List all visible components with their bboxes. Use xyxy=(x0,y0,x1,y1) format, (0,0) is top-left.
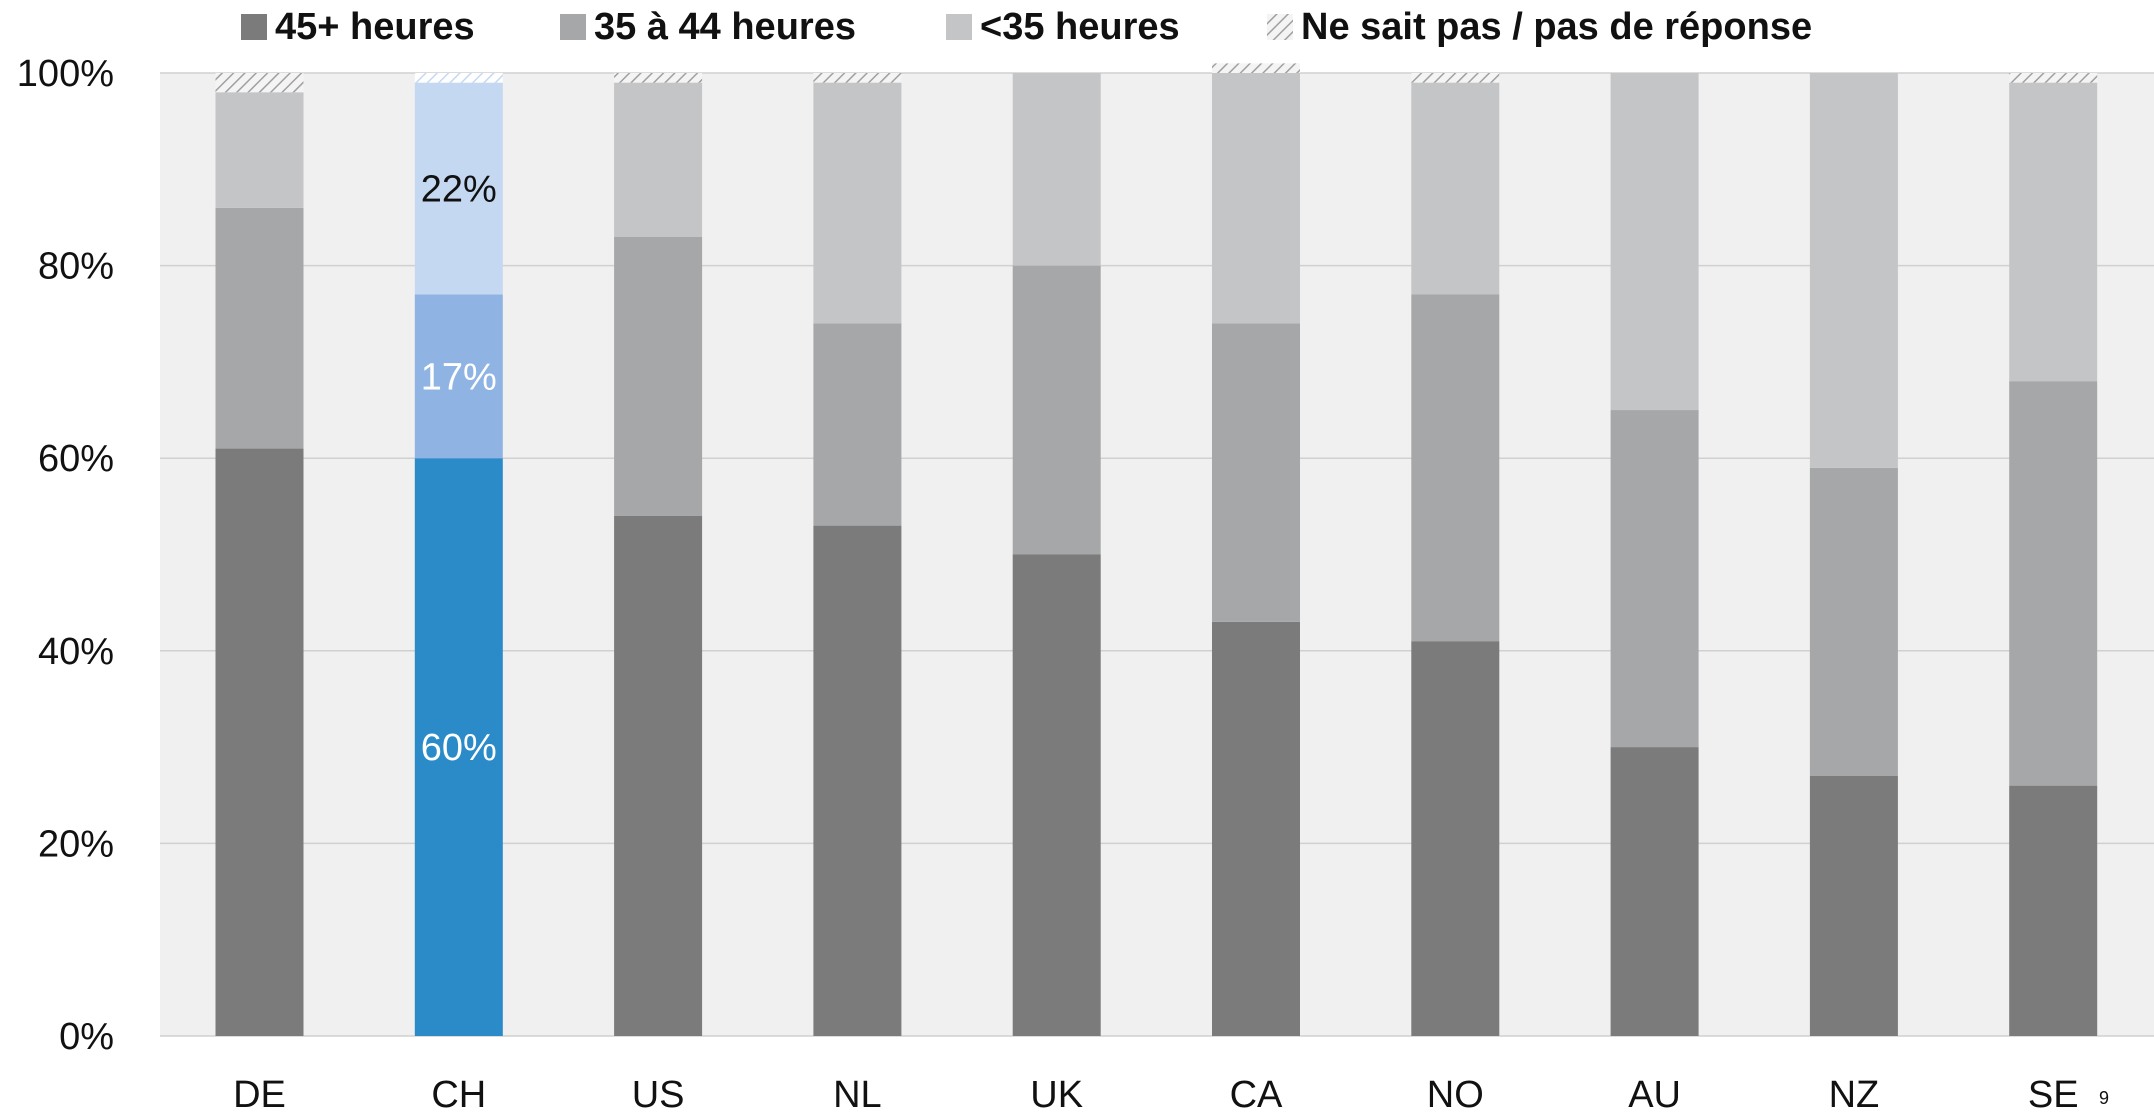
bar-segment xyxy=(813,323,901,525)
bar-segment xyxy=(614,73,702,83)
bar-segment xyxy=(216,73,304,92)
bar-segment xyxy=(1810,776,1898,1036)
bar-segment xyxy=(2009,381,2097,785)
y-tick-label: 60% xyxy=(38,438,114,480)
bar-segment xyxy=(614,83,702,237)
bar-segment xyxy=(1411,641,1499,1036)
bar-segment xyxy=(1810,73,1898,468)
bar-segment xyxy=(1013,266,1101,555)
x-tick-label: NL xyxy=(833,1074,882,1113)
bar-segment xyxy=(1810,468,1898,776)
bar-segment xyxy=(1212,63,1300,73)
bar-segment xyxy=(1611,410,1699,747)
x-tick-label: CH xyxy=(431,1074,486,1113)
data-label: 60% xyxy=(421,727,497,769)
x-axis-ticks: DE CH US NL UK CA NO AU NZ SE xyxy=(233,1074,2078,1113)
y-tick-label: 100% xyxy=(17,53,114,95)
bar-segment xyxy=(1411,73,1499,83)
bar-segment xyxy=(2009,73,2097,83)
bar-segment xyxy=(813,526,901,1036)
y-tick-label: 80% xyxy=(38,246,114,288)
bar-segment xyxy=(1411,294,1499,641)
bar-segment xyxy=(1212,323,1300,622)
bar-segment xyxy=(614,237,702,516)
legend-label: 35 à 44 heures xyxy=(594,6,856,48)
bar-segment xyxy=(1611,747,1699,1036)
y-tick-label: 0% xyxy=(59,1016,114,1058)
legend-swatch xyxy=(1267,14,1293,40)
y-tick-label: 20% xyxy=(38,823,114,865)
bar-segment xyxy=(415,73,503,83)
bar-segment xyxy=(1013,555,1101,1037)
bar-segment xyxy=(813,83,901,324)
legend-swatch xyxy=(241,14,267,40)
legend-swatch xyxy=(560,14,586,40)
x-tick-label: AU xyxy=(1628,1074,1681,1113)
y-tick-label: 40% xyxy=(38,631,114,673)
x-tick-label: NO xyxy=(1427,1074,1484,1113)
legend-label: <35 heures xyxy=(980,6,1180,48)
x-tick-label: SE xyxy=(2028,1074,2079,1113)
y-axis-ticks: 0% 20% 40% 60% 80% 100% xyxy=(17,53,114,1058)
bar-segment xyxy=(1411,83,1499,295)
legend: 45+ heures 35 à 44 heures <35 heures Ne sai… xyxy=(241,6,1812,48)
data-label: 22% xyxy=(421,169,497,211)
data-label: 17% xyxy=(421,356,497,398)
legend-swatch xyxy=(946,14,972,40)
x-tick-label: UK xyxy=(1030,1074,1083,1113)
page-number: 9 xyxy=(2099,1088,2109,1108)
x-tick-label: DE xyxy=(233,1074,286,1113)
legend-label: Ne sait pas / pas de réponse xyxy=(1301,6,1812,48)
bar-segment xyxy=(2009,83,2097,382)
legend-label: 45+ heures xyxy=(275,6,475,48)
x-tick-label: CA xyxy=(1230,1074,1283,1113)
bar-segment xyxy=(216,92,304,208)
bar-segment xyxy=(614,516,702,1036)
bar-segment xyxy=(1212,622,1300,1036)
x-tick-label: NZ xyxy=(1829,1074,1880,1113)
bar-segment xyxy=(1212,73,1300,323)
bar-segment xyxy=(813,73,901,83)
bar-segment xyxy=(216,449,304,1036)
bar-segment xyxy=(1013,73,1101,266)
x-tick-label: US xyxy=(632,1074,685,1113)
bar-segment xyxy=(216,208,304,449)
bar-segment xyxy=(1611,73,1699,410)
bar-segment xyxy=(2009,786,2097,1036)
